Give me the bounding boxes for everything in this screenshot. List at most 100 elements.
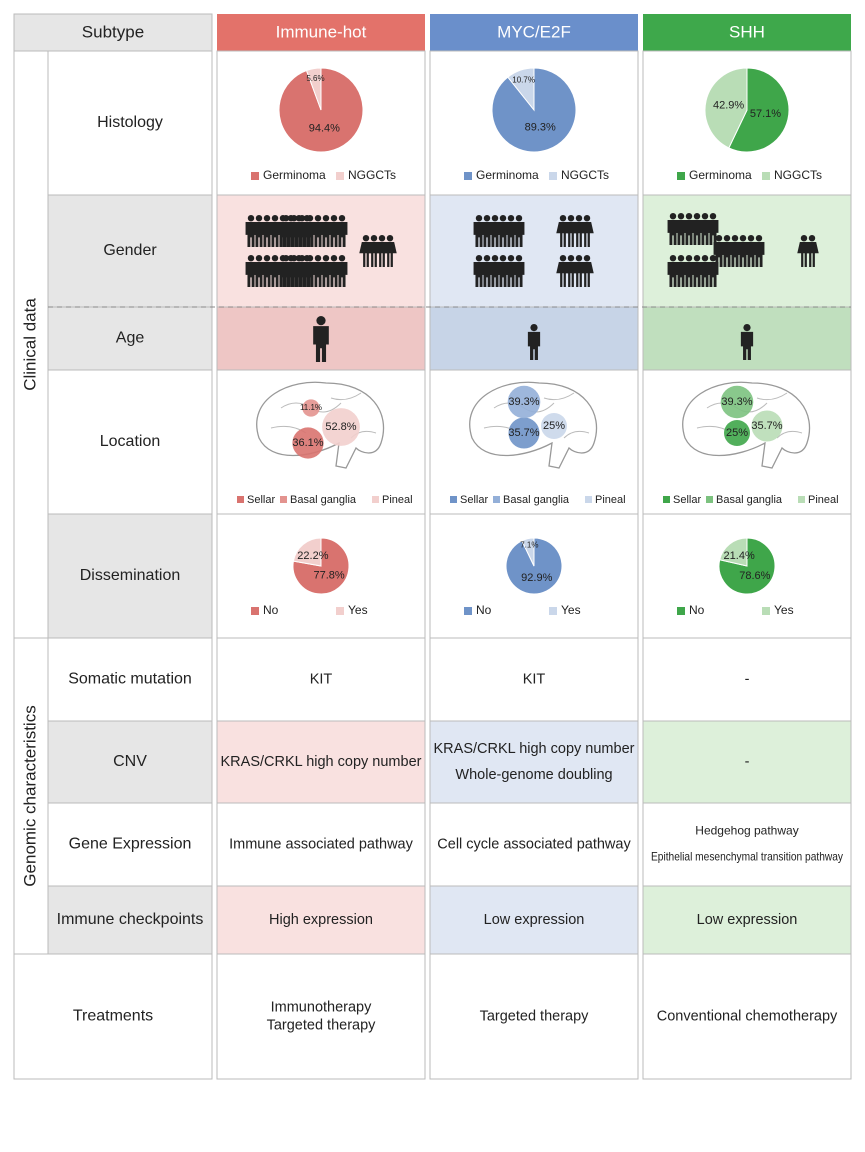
head (739, 235, 747, 242)
body (707, 220, 719, 245)
subtype-header (217, 14, 425, 51)
head (701, 213, 709, 220)
pie-label: 77.8% (313, 570, 344, 582)
pie-label: 94.4% (309, 123, 340, 135)
legend-swatch (798, 496, 805, 503)
location-bubble (322, 408, 360, 446)
cell-text: Low expression (484, 912, 585, 928)
pie-label: 57.1% (750, 108, 781, 120)
head (583, 215, 591, 222)
cell-text: Cell cycle associated pathway (437, 836, 631, 852)
legend-swatch (237, 496, 244, 503)
head (483, 215, 491, 222)
legend-swatch (493, 496, 500, 503)
head (475, 255, 483, 262)
cell (642, 720, 852, 804)
cell-text: - (745, 671, 750, 687)
head (559, 255, 567, 262)
head (743, 324, 751, 332)
legend-swatch (762, 172, 770, 180)
head (677, 213, 685, 220)
bubble-label: 11.1% (300, 403, 322, 412)
body (513, 262, 525, 287)
bubble-label: 35.7% (508, 427, 539, 439)
cell-text: Targeted therapy (480, 1008, 590, 1024)
head (731, 235, 739, 242)
subtype-name: MYC/E2F (497, 22, 571, 41)
person-icon (580, 255, 594, 287)
cell (642, 953, 852, 1080)
cell-text: Hedgehog pathway (695, 824, 798, 838)
head (567, 215, 575, 222)
pie-slice (292, 537, 350, 595)
legend-label: Pineal (595, 494, 626, 506)
head (298, 215, 306, 222)
row-label: CNV (113, 753, 147, 770)
head (330, 255, 338, 262)
head (263, 215, 271, 222)
row-label-cell (47, 369, 213, 515)
legend-swatch (464, 172, 472, 180)
location-bubble (507, 385, 541, 419)
cell-text: Epithelial mesenchymal transition pathwa… (651, 850, 843, 864)
head (499, 215, 507, 222)
person-icon (805, 235, 819, 267)
cell (216, 885, 426, 955)
location-bubble (541, 413, 567, 439)
legend-label: No (476, 603, 492, 617)
legend-swatch (450, 496, 457, 503)
legend-label: Germinoma (689, 168, 752, 182)
head (306, 215, 314, 222)
section-label: Genomic characteristics (20, 705, 39, 886)
legend-label: Basal ganglia (716, 494, 783, 506)
body (753, 242, 765, 267)
pie-slice (507, 67, 535, 112)
body (740, 331, 754, 360)
brain-outline (469, 381, 598, 469)
legend-label: No (689, 603, 705, 617)
cell (429, 802, 639, 887)
head (290, 255, 298, 262)
subtype-header (430, 14, 638, 51)
legend-swatch (336, 607, 344, 615)
row-label: Treatments (73, 1008, 153, 1025)
cell (429, 720, 639, 804)
head (370, 235, 378, 242)
bubble-label: 25% (543, 420, 565, 432)
person-icon (513, 255, 525, 287)
head (507, 215, 515, 222)
person-icon (383, 235, 397, 267)
body (805, 242, 819, 267)
legend-swatch (677, 607, 685, 615)
head (330, 215, 338, 222)
head (316, 316, 326, 326)
cell-text: Targeted therapy (267, 1017, 377, 1033)
head (282, 215, 290, 222)
brain-outline (682, 381, 811, 469)
pie-slice (491, 67, 577, 153)
person-icon (513, 215, 525, 247)
head (747, 235, 755, 242)
legend-label: Sellar (673, 494, 701, 506)
head (685, 255, 693, 262)
pie-label: 89.3% (525, 122, 556, 134)
head (362, 235, 370, 242)
location-bubble (292, 427, 324, 459)
row-label-cell (47, 513, 213, 639)
legend-swatch (706, 496, 713, 503)
pie-slice (704, 67, 748, 149)
head (583, 255, 591, 262)
head (499, 255, 507, 262)
row-label-cell (47, 720, 213, 804)
row-label-cell (13, 953, 213, 1080)
pie-slice (719, 537, 748, 567)
legend-label: NGGCTs (561, 168, 609, 182)
legend-swatch (549, 172, 557, 180)
head (669, 255, 677, 262)
pie-label: 10.7% (512, 75, 535, 84)
row-label: Location (100, 433, 161, 450)
legend-swatch (549, 607, 557, 615)
pie-label: 92.9% (521, 572, 552, 584)
head (263, 255, 271, 262)
